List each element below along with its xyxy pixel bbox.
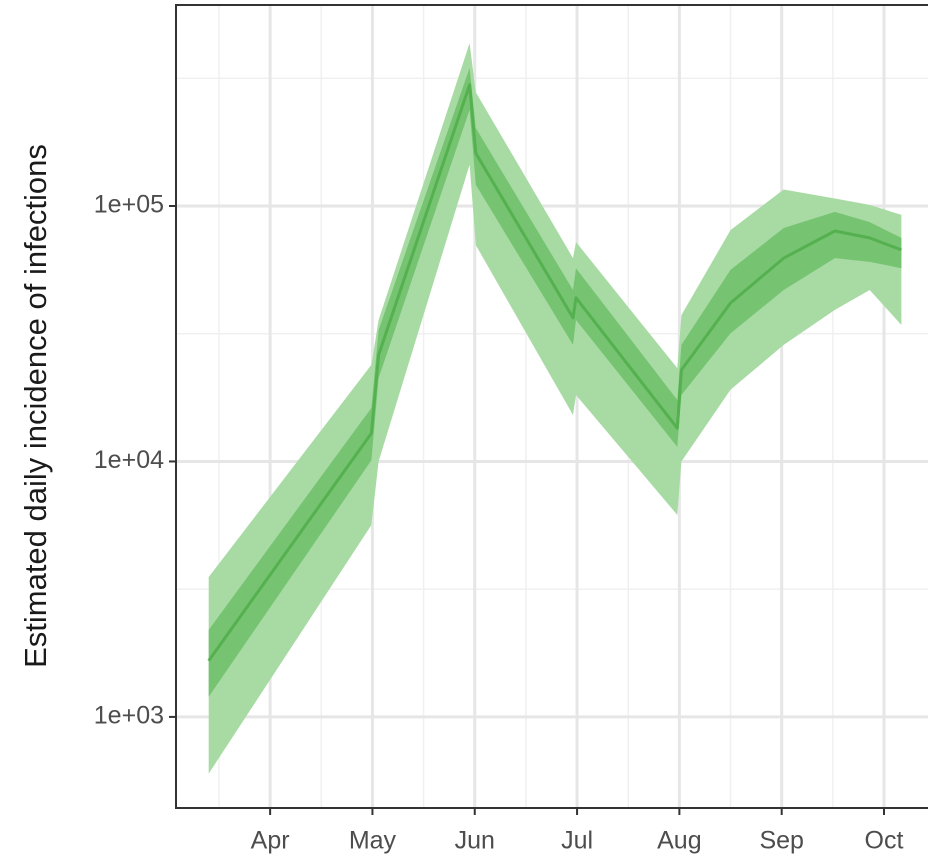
x-tick-label: Apr xyxy=(251,827,290,855)
x-tick-label: Jul xyxy=(561,827,593,855)
y-tick-label: 1e+05 xyxy=(94,191,164,219)
y-tick-label: 1e+04 xyxy=(94,446,164,474)
x-tick-label: Aug xyxy=(657,827,701,855)
plot-border xyxy=(175,4,928,809)
x-tick-label: May xyxy=(349,827,397,855)
median-line xyxy=(207,83,902,662)
y-axis-title: Estimated daily incidence of infections xyxy=(18,144,53,668)
x-tick-label: Jun xyxy=(455,827,495,855)
x-tick-label: Oct xyxy=(865,827,904,855)
y-tick-label: 1e+03 xyxy=(94,702,164,730)
x-tick-label: Sep xyxy=(759,827,803,855)
confidence-band xyxy=(208,43,902,774)
